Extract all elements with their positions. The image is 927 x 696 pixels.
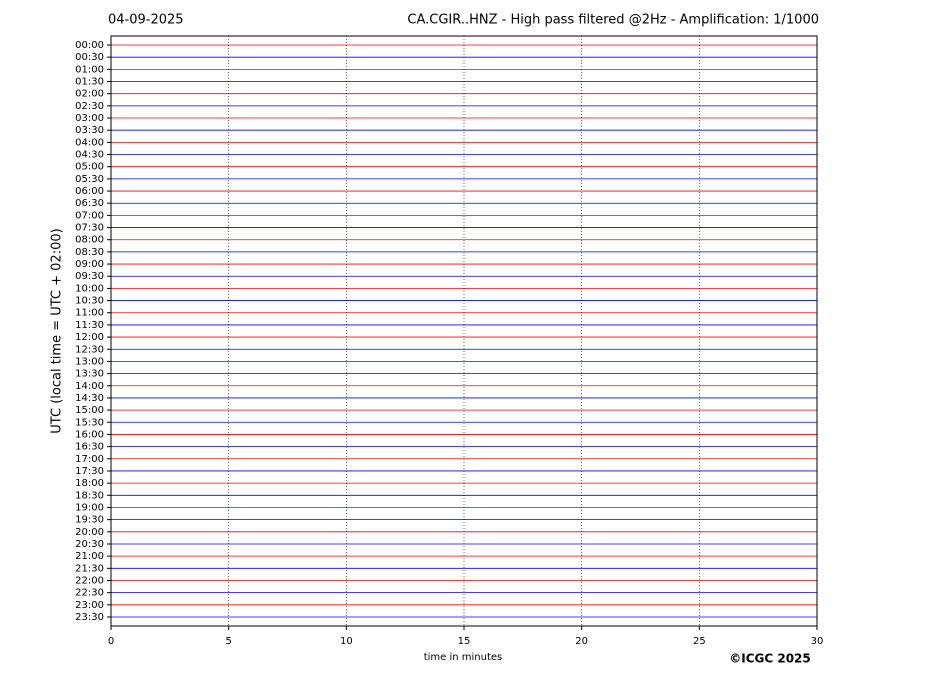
x-tick-label: 20 xyxy=(575,636,588,647)
y-tick-label: 05:00 xyxy=(75,162,104,173)
x-tick-label: 15 xyxy=(458,636,471,647)
x-tick-label: 0 xyxy=(108,636,114,647)
y-tick-label: 04:30 xyxy=(75,150,104,161)
y-tick-label: 14:00 xyxy=(75,381,104,392)
y-tick-label: 03:30 xyxy=(75,125,104,136)
x-tick-label: 30 xyxy=(811,636,824,647)
copyright: ©ICGC 2025 xyxy=(729,652,811,666)
y-tick-label: 07:00 xyxy=(75,210,104,221)
y-tick-label: 16:00 xyxy=(75,429,104,440)
y-tick-label: 09:00 xyxy=(75,259,104,270)
y-tick-label: 15:30 xyxy=(75,417,104,428)
y-tick-label: 02:00 xyxy=(75,89,104,100)
chart-title: CA.CGIR..HNZ - High pass filtered @2Hz -… xyxy=(407,13,819,28)
x-axis-label: time in minutes xyxy=(424,652,503,663)
y-tick-label: 15:00 xyxy=(75,405,104,416)
y-tick-label: 07:30 xyxy=(75,223,104,234)
y-tick-label: 13:30 xyxy=(75,369,104,380)
y-tick-label: 20:30 xyxy=(75,539,104,550)
y-tick-label: 11:30 xyxy=(75,320,104,331)
y-tick-label: 23:30 xyxy=(75,612,104,623)
y-tick-label: 00:00 xyxy=(75,40,104,51)
y-tick-label: 17:00 xyxy=(75,454,104,465)
y-tick-label: 01:00 xyxy=(75,64,104,75)
y-tick-label: 17:30 xyxy=(75,466,104,477)
y-tick-label: 08:30 xyxy=(75,247,104,258)
y-tick-label: 12:00 xyxy=(75,332,104,343)
plot-frame xyxy=(110,35,818,627)
y-tick-label: 03:00 xyxy=(75,113,104,124)
y-tick-label: 10:30 xyxy=(75,296,104,307)
y-tick-label: 05:30 xyxy=(75,174,104,185)
y-tick-label: 23:00 xyxy=(75,600,104,611)
chart-date: 04-09-2025 xyxy=(108,13,184,28)
y-tick-label: 12:30 xyxy=(75,344,104,355)
y-axis-label: UTC (local time = UTC + 02:00) xyxy=(50,228,65,433)
y-tick-label: 19:00 xyxy=(75,502,104,513)
y-tick-label: 20:00 xyxy=(75,527,104,538)
y-tick-label: 18:30 xyxy=(75,490,104,501)
y-tick-label: 06:00 xyxy=(75,186,104,197)
y-tick-label: 18:00 xyxy=(75,478,104,489)
y-tick-label: 01:30 xyxy=(75,77,104,88)
y-tick-label: 06:30 xyxy=(75,198,104,209)
x-tick-label: 25 xyxy=(693,636,706,647)
y-tick-label: 22:30 xyxy=(75,588,104,599)
x-tick-label: 5 xyxy=(225,636,231,647)
y-tick-label: 16:30 xyxy=(75,442,104,453)
y-tick-label: 21:00 xyxy=(75,551,104,562)
y-tick-label: 11:00 xyxy=(75,308,104,319)
y-tick-label: 09:30 xyxy=(75,271,104,282)
y-tick-label: 19:30 xyxy=(75,515,104,526)
x-tick-label: 10 xyxy=(340,636,353,647)
y-tick-label: 13:00 xyxy=(75,356,104,367)
y-tick-label: 21:30 xyxy=(75,563,104,574)
y-tick-label: 22:00 xyxy=(75,575,104,586)
y-tick-label: 00:30 xyxy=(75,52,104,63)
y-tick-label: 02:30 xyxy=(75,101,104,112)
y-tick-label: 08:00 xyxy=(75,235,104,246)
y-tick-label: 04:00 xyxy=(75,137,104,148)
y-tick-label: 14:30 xyxy=(75,393,104,404)
y-tick-label: 10:00 xyxy=(75,283,104,294)
